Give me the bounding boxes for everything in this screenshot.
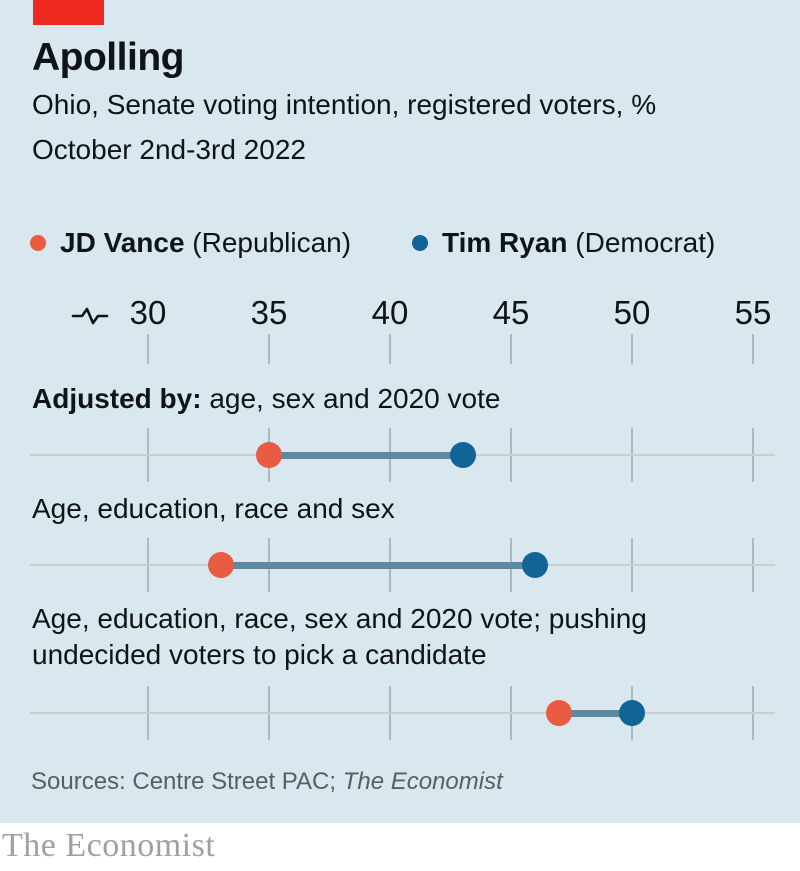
axis-break-icon: [71, 307, 109, 325]
economist-wordmark: The Economist: [2, 827, 216, 864]
dumbbell-row-2: [0, 538, 800, 592]
legend-item-vance: JD Vance (Republican): [30, 226, 351, 260]
dumbbell-row-3: [0, 686, 800, 740]
sources-note: Sources: Centre Street PAC; The Economis…: [31, 768, 503, 796]
axis-tick-label: 40: [371, 294, 409, 331]
vance-dot-icon: [30, 235, 46, 251]
vance-data-point: [207, 552, 234, 578]
dumbbell-row-1: [0, 428, 800, 482]
dumbbell-connector: [269, 451, 463, 459]
ryan-data-point: [449, 442, 476, 468]
axis-tick-mark: [510, 334, 512, 364]
legend-item-ryan: Tim Ryan (Democrat): [412, 226, 715, 260]
legend-name-ryan: Tim Ryan: [442, 227, 568, 258]
axis-tick-label: 55: [734, 294, 772, 331]
ryan-data-point: [619, 700, 645, 726]
row-label-2: Age, education, race and sex: [32, 491, 692, 527]
row-label-1-text: age, sex and 2020 vote: [209, 383, 501, 414]
axis-tick-label: 35: [250, 294, 288, 331]
axis-tick-mark: [268, 334, 270, 364]
row-label-2-text: Age, education, race and sex: [32, 493, 395, 524]
dumbbell-connector: [220, 561, 536, 569]
axis-tick-mark: [389, 334, 391, 364]
row-label-3-text: Age, education, race, sex and 2020 vote;…: [32, 603, 647, 670]
vance-data-point: [256, 442, 282, 468]
axis-tick-mark: [752, 334, 754, 364]
axis-tick-label: 50: [613, 294, 651, 331]
vance-data-point: [546, 700, 573, 726]
legend-name-vance: JD Vance: [60, 227, 185, 258]
row-label-3: Age, education, race, sex and 2020 vote;…: [32, 601, 692, 673]
row-label-1-bold: Adjusted by:: [32, 383, 210, 414]
ryan-dot-icon: [412, 235, 428, 251]
axis-tick-mark: [147, 334, 149, 364]
chart-panel: Apolling Ohio, Senate voting intention, …: [0, 0, 800, 823]
chart-date: October 2nd-3rd 2022: [32, 134, 306, 165]
chart-subtitle: Ohio, Senate voting intention, registere…: [32, 89, 657, 120]
x-axis-ticks: [0, 334, 800, 364]
sources-prefix: Sources: Centre Street PAC;: [31, 768, 343, 795]
axis-tick-label: 45: [492, 294, 530, 331]
row-label-1: Adjusted by: age, sex and 2020 vote: [32, 381, 692, 417]
axis-tick-label: 30: [129, 294, 167, 331]
legend-party-ryan: (Democrat): [567, 227, 716, 258]
dumbbell-connector: [559, 709, 632, 717]
chart-title: Apolling: [32, 36, 184, 79]
axis-tick-mark: [631, 334, 633, 364]
x-axis-labels: 30 35 40 45 50 55: [0, 294, 800, 332]
legend-party-vance: (Republican): [184, 227, 352, 258]
ryan-data-point: [522, 552, 549, 578]
legend-label: Tim Ryan (Democrat): [442, 227, 715, 259]
economist-red-banner: [33, 0, 104, 25]
row-track-line: [30, 712, 775, 714]
sources-italic: The Economist: [342, 768, 503, 795]
legend-label: JD Vance (Republican): [60, 227, 351, 259]
